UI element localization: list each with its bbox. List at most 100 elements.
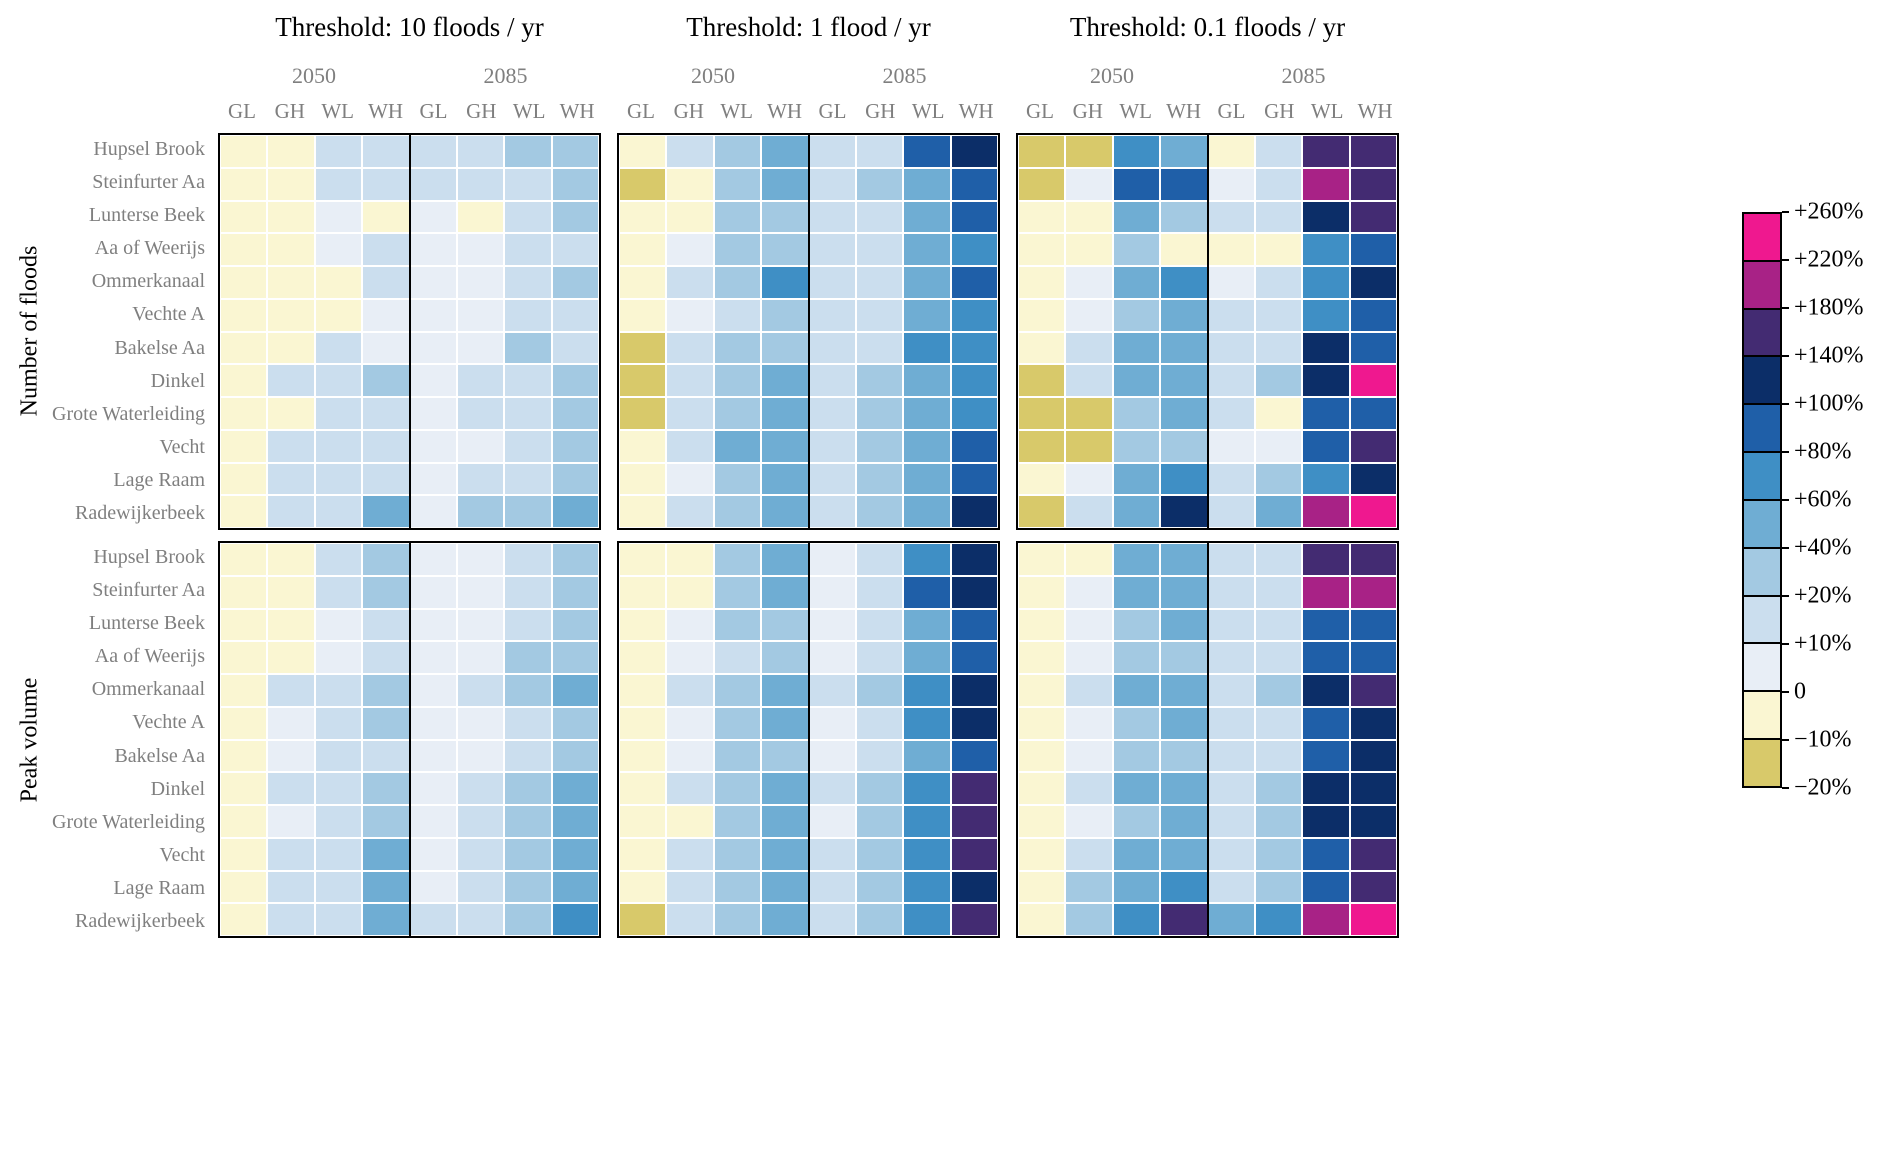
heatmap-cell <box>808 674 856 707</box>
heatmap-cell <box>1018 641 1066 674</box>
heatmap-cell <box>1112 608 1161 642</box>
heatmap-cell <box>950 575 998 609</box>
year-label: 2050 <box>691 63 735 88</box>
heatmap-cell <box>551 298 599 332</box>
heatmap-cell <box>456 397 505 430</box>
heatmap-cell <box>1254 543 1303 576</box>
heatmap-cell <box>1349 429 1397 463</box>
heatmap-cell <box>504 641 552 674</box>
heatmap-cell <box>1302 674 1350 707</box>
heatmap-cell <box>903 266 951 299</box>
row-label: Lunterse Beek <box>88 612 205 635</box>
heatmap-cell <box>619 608 667 642</box>
row-label: Vechte A <box>132 711 205 734</box>
heatmap-cell <box>267 298 315 332</box>
heatmap-cell <box>1254 870 1303 904</box>
colorbar-tick <box>1782 643 1789 645</box>
heatmap-cell <box>1112 805 1161 838</box>
heatmap-cell <box>713 233 762 266</box>
heatmap-cell <box>761 266 809 299</box>
heatmap-cell <box>1302 331 1350 365</box>
heatmap-cell <box>1112 233 1161 266</box>
colorbar-tick-label: +80% <box>1794 438 1852 465</box>
heatmap-cell <box>713 805 762 838</box>
heatmap-cell <box>1207 575 1255 609</box>
heatmap-cell <box>314 706 363 740</box>
heatmap-cell <box>713 837 762 871</box>
heatmap-cell <box>409 495 457 528</box>
heatmap-cell <box>1160 608 1208 642</box>
heatmap-cell <box>551 641 599 674</box>
heatmap-cell <box>551 167 599 201</box>
colorbar-tick-label: +260% <box>1794 198 1864 225</box>
heatmap-cell <box>220 870 268 904</box>
heatmap-cell <box>950 397 998 430</box>
heatmap-cell <box>1160 837 1208 871</box>
heatmap-cell <box>1065 331 1113 365</box>
heatmap-cell <box>1207 805 1255 838</box>
heatmap-cell <box>903 837 951 871</box>
heatmap-cell <box>456 233 505 266</box>
heatmap-cell <box>1065 870 1113 904</box>
heatmap-cell <box>1065 462 1113 496</box>
heatmap-cell <box>619 429 667 463</box>
heatmap-cell <box>808 903 856 936</box>
heatmap-cell <box>713 641 762 674</box>
heatmap-cell <box>1065 575 1113 609</box>
heatmap-cell <box>1065 674 1113 707</box>
heatmap-cell <box>1112 543 1161 576</box>
colorbar-tick <box>1782 547 1789 549</box>
heatmap-cell <box>808 495 856 528</box>
heatmap-cell <box>1065 298 1113 332</box>
heatmap-cell <box>1160 772 1208 805</box>
colorbar-tick-label: 0 <box>1794 678 1806 705</box>
heatmap-cell <box>1254 200 1303 234</box>
heatmap-cell <box>713 575 762 609</box>
scenario-header: WL <box>321 99 355 123</box>
heatmap-cell <box>1349 575 1397 609</box>
heatmap-cell <box>1018 706 1066 740</box>
colorbar-tick-label: −10% <box>1794 726 1852 753</box>
heatmap-cell <box>551 429 599 463</box>
heatmap-cell <box>1112 462 1161 496</box>
heatmap-cell <box>1160 331 1208 365</box>
heatmap-cell <box>619 495 667 528</box>
heatmap-cell <box>1254 837 1303 871</box>
heatmap-cell <box>855 870 904 904</box>
heatmap-cell <box>713 870 762 904</box>
heatmap-cell <box>619 870 667 904</box>
heatmap-cell <box>808 739 856 773</box>
heatmap-cell <box>855 397 904 430</box>
heatmap-cell <box>855 805 904 838</box>
heatmap-cell <box>456 608 505 642</box>
heatmap-cell <box>456 495 505 528</box>
heatmap-cell <box>1207 331 1255 365</box>
heatmap-cell <box>551 739 599 773</box>
heatmap-cell <box>1018 903 1066 936</box>
heatmap-cell <box>409 870 457 904</box>
year-label: 2085 <box>483 63 528 88</box>
colorbar-segment <box>1744 596 1780 645</box>
heatmap-cell <box>1018 608 1066 642</box>
heatmap-cell <box>220 837 268 871</box>
heatmap-cell <box>950 641 998 674</box>
heatmap-cell <box>409 772 457 805</box>
heatmap-cell <box>1207 903 1255 936</box>
heatmap-cell <box>666 641 714 674</box>
heatmap-cell <box>1349 495 1397 528</box>
heatmap-cell <box>220 397 268 430</box>
heatmap-cell <box>504 575 552 609</box>
heatmap-cell <box>1302 364 1350 397</box>
year-label: 2085 <box>882 63 927 88</box>
heatmap-cell <box>1349 167 1397 201</box>
heatmap-cell <box>1160 364 1208 397</box>
heatmap-cell <box>950 298 998 332</box>
heatmap-cell <box>1160 462 1208 496</box>
heatmap-cell <box>456 266 505 299</box>
heatmap-cell <box>950 870 998 904</box>
heatmap-cell <box>409 674 457 707</box>
heatmap-cell <box>1302 641 1350 674</box>
heatmap-cell <box>761 495 809 528</box>
heatmap-cell <box>1160 543 1208 576</box>
colorbar-tick <box>1782 595 1789 597</box>
